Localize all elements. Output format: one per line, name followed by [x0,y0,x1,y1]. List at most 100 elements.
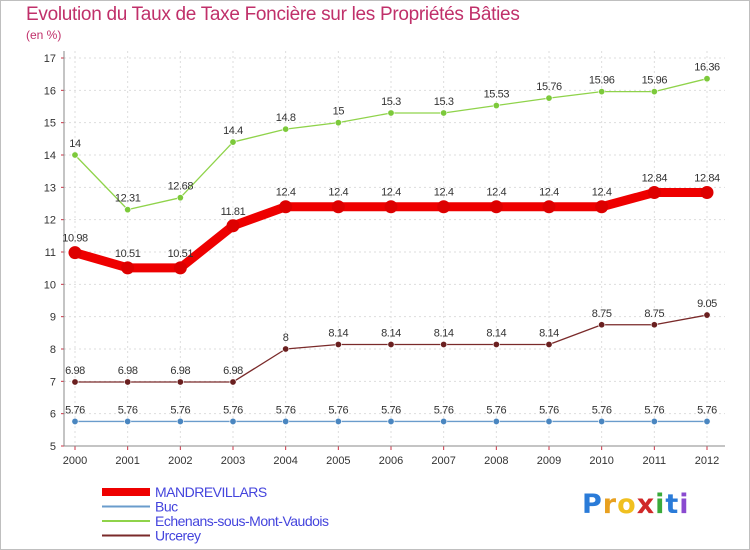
data-label: 15.53 [484,89,510,101]
data-point [650,321,658,329]
data-label: 8.75 [592,308,612,320]
data-point [595,200,609,214]
x-tick-label: 2009 [537,455,561,467]
x-tick-label: 2011 [643,455,667,467]
data-label: 12.31 [115,193,141,205]
data-label: 12.84 [694,173,720,185]
data-label: 15.3 [381,96,401,108]
y-tick-label: 15 [44,118,56,130]
data-label: 6.98 [223,365,243,377]
data-label: 15.3 [434,96,454,108]
data-label: 15.96 [589,75,615,87]
x-tick-label: 2010 [589,455,613,467]
logo-letter: o [617,489,637,520]
data-point [334,417,342,425]
axes: 5 6 7 8 9 10 11 12 13 14 15 16 17 2000 2001 2002 2003 200… [44,51,725,467]
data-point [331,200,345,214]
data-label: 8 [283,332,289,344]
data-point [387,109,395,117]
series-echenans-sous-mont-vaudois: 14 12.31 12.68 14.4 14.8 15 15.3 15.3 15.53 15.76… [69,62,720,214]
data-label: 12.4 [486,187,506,199]
data-point [440,417,448,425]
data-point [384,200,398,214]
data-point [703,311,711,319]
y-tick-label: 6 [50,409,56,421]
y-tick-label: 7 [50,376,56,388]
plot-area [64,51,725,446]
data-label: 5.76 [592,404,612,416]
y-tick-label: 5 [50,441,56,453]
data-point [598,321,606,329]
data-label: 12.4 [434,187,454,199]
data-point [71,417,79,425]
series-layer: 14 12.31 12.68 14.4 14.8 15 15.3 15.3 15.53 15.76… [62,62,720,425]
data-point [176,417,184,425]
data-point [282,345,290,353]
data-label: 5.76 [539,404,559,416]
data-point [334,119,342,127]
data-label: 5.76 [434,404,454,416]
data-point [387,340,395,348]
x-tick-label: 2001 [115,455,139,467]
data-label: 12.4 [539,187,559,199]
data-label: 10.98 [62,233,88,245]
logo-letter: x [636,489,656,520]
y-tick-label: 17 [44,53,56,65]
data-label: 5.76 [644,404,664,416]
data-label: 9.05 [697,298,717,310]
data-point [700,186,714,200]
data-point [598,417,606,425]
data-point [124,206,132,214]
data-point [492,102,500,110]
logo-letter: t [665,489,680,520]
y-tick-label: 9 [50,312,56,324]
legend-label: MANDREVILLARS [155,484,267,500]
x-tick-label: 2004 [273,455,297,467]
data-label: 8.14 [328,327,348,339]
data-label: 5.76 [381,404,401,416]
data-label: 5.76 [276,404,296,416]
x-tick-label: 2003 [221,455,245,467]
series-mandrevillars: 10.98 10.51 10.51 11.81 12.4 12.4 12.4 12.4 12.4… [62,173,720,275]
y-tick-label: 13 [44,182,56,194]
y-tick-label: 12 [44,215,56,227]
data-point [279,200,293,214]
data-label: 12.4 [381,187,401,199]
data-point [229,378,237,386]
chart-title: Evolution du Taux de Taxe Foncière sur l… [26,4,520,25]
data-point [124,417,132,425]
x-tick-label: 2006 [379,455,403,467]
data-point [71,151,79,159]
data-label: 5.76 [697,404,717,416]
data-label: 6.98 [65,365,85,377]
data-label: 14.4 [223,125,243,137]
logo-letter: r [602,489,618,520]
x-tick-label: 2005 [326,455,350,467]
series-buc: 5.76 5.76 5.76 5.76 5.76 5.76 5.76 5.76 5.76 5.76… [65,404,718,425]
data-point [489,200,503,214]
data-point [121,261,135,275]
data-point [68,246,82,260]
data-label: 5.76 [328,404,348,416]
data-point [124,378,132,386]
legend-label: Echenans-sous-Mont-Vaudois [155,513,329,529]
data-label: 15 [333,106,345,118]
data-label: 6.98 [118,365,138,377]
y-tick-label: 11 [45,247,56,259]
data-point [387,417,395,425]
data-point [176,194,184,202]
data-label: 15.76 [536,81,562,93]
chart-subtitle: (en %) [26,28,62,42]
data-label: 16.36 [694,62,720,74]
data-label: 12.84 [642,173,668,185]
data-label: 10.51 [168,248,194,260]
data-label: 5.76 [65,404,85,416]
y-tick-label: 10 [44,279,56,291]
data-point [176,378,184,386]
data-label: 6.98 [170,365,190,377]
data-label: 5.76 [223,404,243,416]
data-point [650,417,658,425]
x-tick-label: 2012 [695,455,719,467]
data-point [545,94,553,102]
